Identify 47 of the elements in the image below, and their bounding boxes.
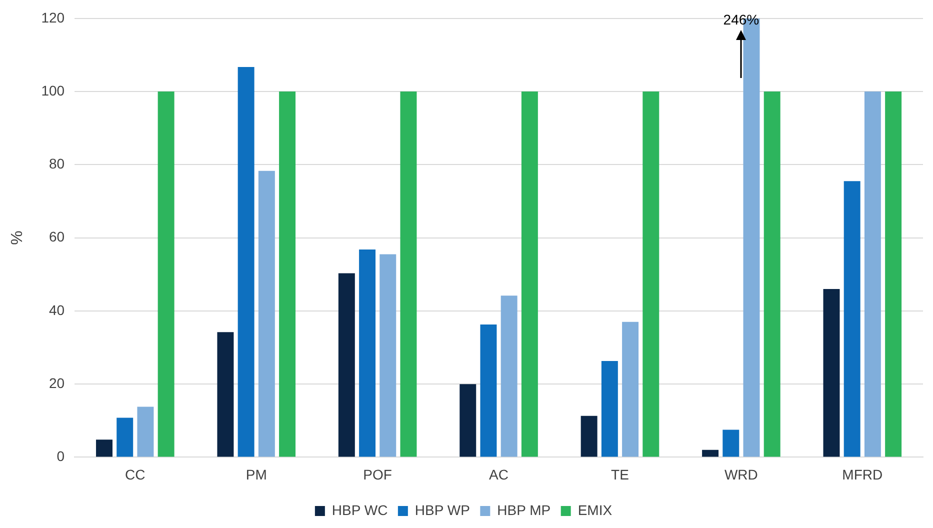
y-tick-label: 120 [41,9,65,26]
bar [521,92,538,457]
bar [601,361,618,457]
bar [158,92,174,457]
bar [844,181,860,457]
x-tick-label: TE [611,466,629,482]
y-tick-label: 40 [48,302,65,318]
bar [580,416,598,457]
bar [885,92,902,457]
legend-label: EMIX [578,502,613,518]
y-tick-label: 100 [41,82,65,98]
legend-label: HBP WP [414,502,470,518]
bar [500,296,518,457]
y-axis-title: % [9,230,26,245]
bar [823,288,840,457]
bar [96,440,112,457]
bar [460,384,476,457]
x-tick-label: MFRD [842,466,883,482]
y-tick-label: 60 [48,228,65,245]
bar [722,430,740,457]
bar [238,67,254,457]
x-tick-label: WRD [724,466,758,482]
bar [116,418,134,457]
bar [258,170,275,457]
bar [338,273,355,457]
x-tick-label: AC [489,466,509,482]
y-tick-label: 20 [48,374,65,391]
bar [380,254,396,457]
legend-label: HBP WC [332,502,388,518]
x-tick-label: POF [363,466,392,482]
bar [622,322,639,457]
bar [359,250,376,457]
legend-label: HBP MP [497,502,551,518]
bar [400,92,417,457]
bar [137,406,154,457]
bar [764,92,780,457]
bar [642,92,660,457]
bar [702,450,719,457]
bar [279,92,296,457]
bar [864,92,881,457]
y-tick-label: 80 [48,156,65,172]
x-tick-label: CC [125,466,146,482]
y-tick-label: 0 [56,448,65,464]
x-tick-label: PM [246,466,267,482]
bar [480,324,497,457]
annotation: 246% [723,11,760,28]
bar [217,332,234,457]
